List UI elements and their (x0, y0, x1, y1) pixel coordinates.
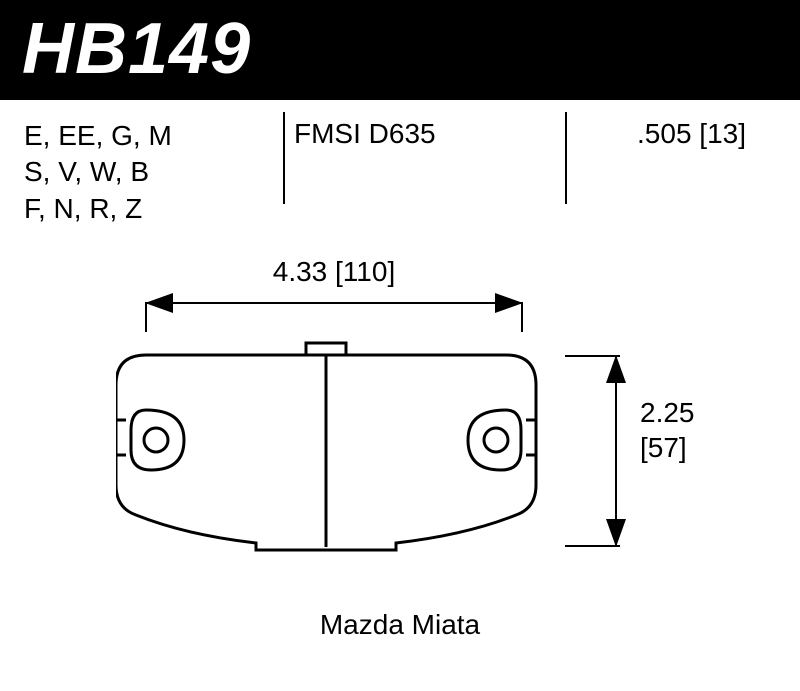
compounds-line2: S, V, W, B (24, 154, 284, 190)
separator-2 (565, 112, 567, 204)
header-bar: HB149 (0, 0, 800, 100)
separator-1 (283, 112, 285, 204)
width-extension-left (145, 302, 147, 332)
thickness-column: .505 [13] (564, 118, 776, 227)
height-arrow-up (606, 355, 626, 383)
compounds-line1: E, EE, G, M (24, 118, 284, 154)
part-number: HB149 (22, 8, 251, 90)
height-dimension-label: 2.25 [57] (640, 395, 695, 465)
spec-row: E, EE, G, M S, V, W, B F, N, R, Z FMSI D… (24, 118, 776, 227)
compounds-column: E, EE, G, M S, V, W, B F, N, R, Z (24, 118, 284, 227)
width-dimension-label: 4.33 [110] (145, 256, 523, 288)
compounds-line3: F, N, R, Z (24, 191, 284, 227)
vehicle-label: Mazda Miata (0, 609, 800, 641)
brake-pad-outline (116, 340, 566, 560)
width-dimension-line (145, 302, 523, 304)
height-mm: [57] (640, 430, 695, 465)
fmsi-column: FMSI D635 (284, 118, 564, 227)
height-in: 2.25 (640, 395, 695, 430)
height-arrow-down (606, 519, 626, 547)
width-arrow-left (145, 293, 173, 313)
width-arrow-right (495, 293, 523, 313)
width-extension-right (521, 302, 523, 332)
